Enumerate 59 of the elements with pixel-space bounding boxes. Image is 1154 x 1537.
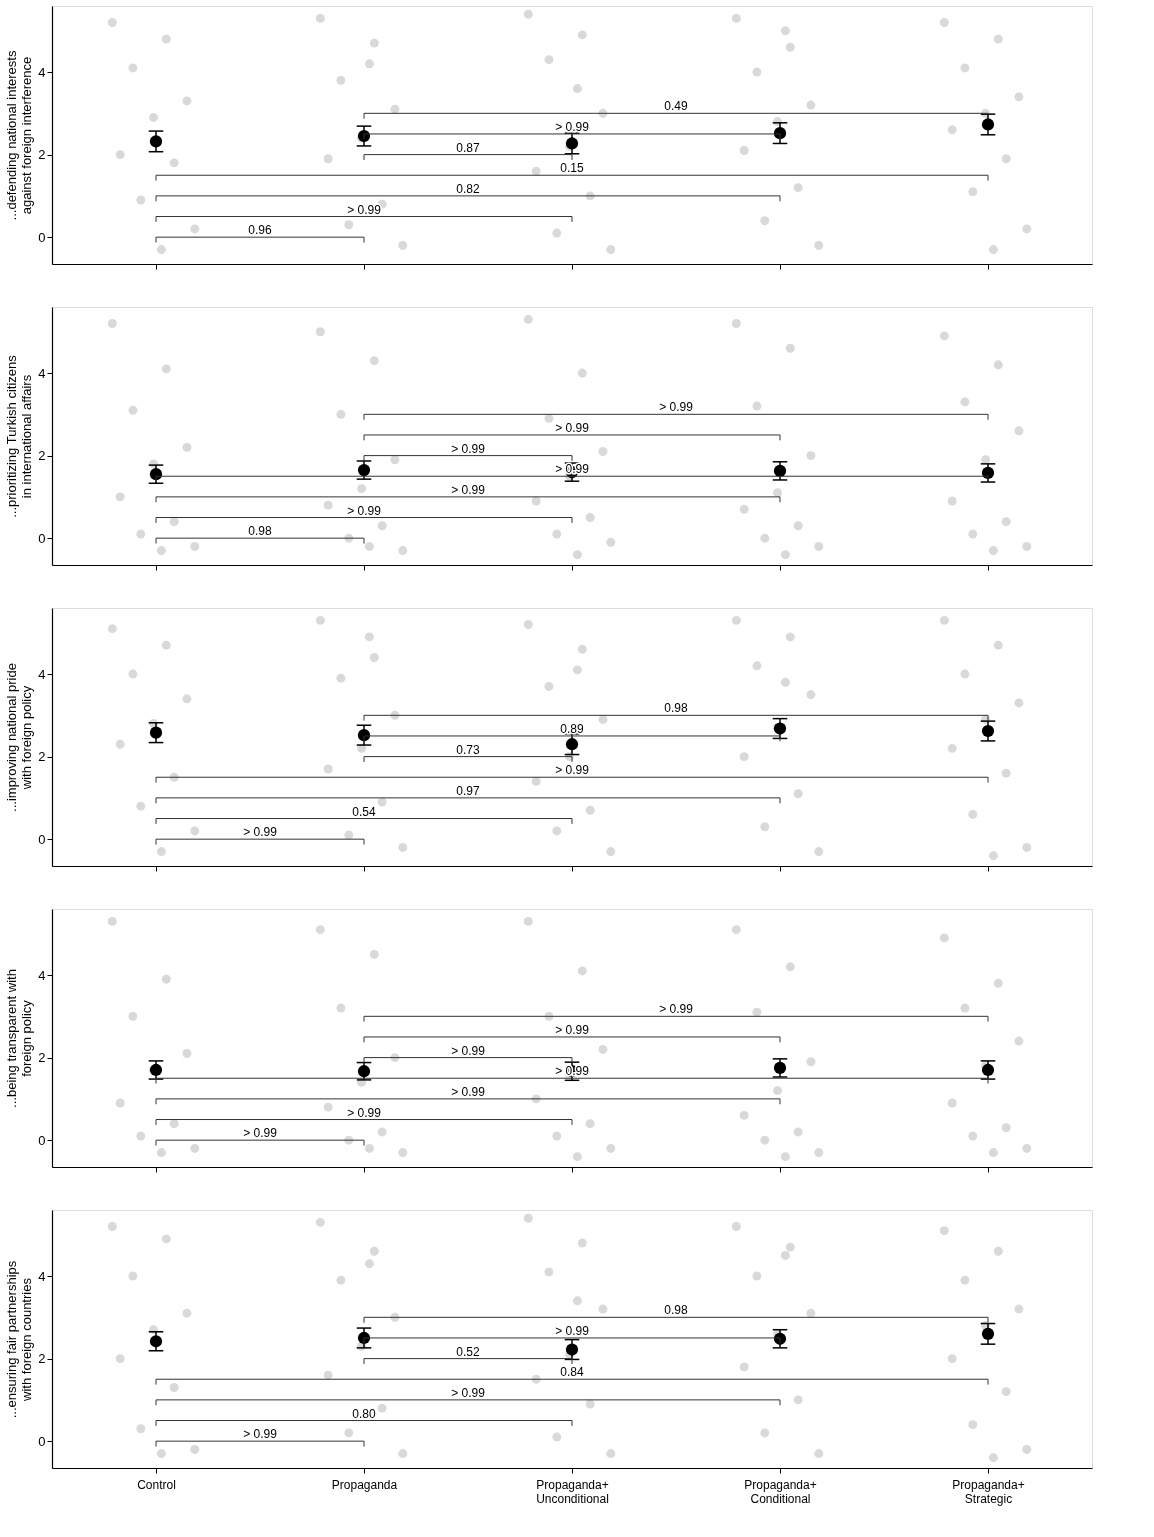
- y-tick-label: 0: [38, 831, 46, 847]
- annotation: > 0.99: [555, 763, 590, 778]
- annotation: > 0.99: [347, 202, 382, 217]
- y-tick-label: 0: [38, 1132, 46, 1148]
- y-axis-title: ...prioritizing Turkish citizens in international affairs: [4, 354, 35, 518]
- y-tick-label: 2: [38, 1050, 46, 1066]
- annotation: > 0.99: [243, 1126, 278, 1141]
- annotation: > 0.99: [347, 1105, 382, 1120]
- annotation: > 0.99: [555, 1323, 590, 1338]
- annotation: > 0.99: [451, 1043, 486, 1058]
- annotation: 0.96: [248, 223, 272, 238]
- annotation: 0.54: [352, 804, 376, 819]
- annotation: 0.98: [248, 524, 272, 539]
- x-tick-label: Propaganda: [331, 1477, 398, 1492]
- x-tick-label: Control: [137, 1477, 176, 1492]
- annotation: 0.49: [664, 99, 688, 114]
- annotation: > 0.99: [555, 420, 590, 435]
- x-tick-label: Propaganda+ Unconditional: [536, 1477, 609, 1506]
- y-tick-label: 0: [38, 1433, 46, 1449]
- annotation: > 0.99: [555, 1022, 590, 1037]
- y-tick-label: 2: [38, 448, 46, 464]
- y-tick-label: 4: [38, 666, 46, 682]
- annotation: > 0.99: [243, 1427, 278, 1442]
- annotation: 0.98: [664, 701, 688, 716]
- y-tick-label: 4: [38, 64, 46, 80]
- y-axis-title: ...being transparent with foreign policy: [4, 969, 35, 1108]
- annotation: > 0.99: [451, 1084, 486, 1099]
- annotation: 0.15: [560, 161, 584, 176]
- y-tick-label: 0: [38, 530, 46, 546]
- y-axis-title: ...ensuring fair partnerships with foreign countries: [4, 1260, 35, 1419]
- annotation: 0.80: [352, 1406, 376, 1421]
- annotation: 0.89: [560, 721, 584, 736]
- y-tick-label: 0: [38, 229, 46, 245]
- annotation: 0.97: [456, 783, 480, 798]
- y-axis-title: ...defending national interests against foreign interference: [4, 50, 35, 221]
- x-tick-label: Propaganda+ Strategic: [952, 1477, 1025, 1506]
- y-tick-label: 2: [38, 749, 46, 765]
- annotation: > 0.99: [451, 441, 486, 456]
- annotation: 0.84: [560, 1365, 584, 1380]
- annotation: 0.52: [456, 1344, 480, 1359]
- annotation: > 0.99: [451, 482, 486, 497]
- annotation: > 0.99: [659, 1002, 694, 1017]
- annotation: 0.73: [456, 742, 480, 757]
- annotation: 0.87: [456, 140, 480, 155]
- y-tick-label: 2: [38, 1351, 46, 1367]
- x-tick-label: Propaganda+ Conditional: [744, 1477, 817, 1506]
- annotation: > 0.99: [451, 1385, 486, 1400]
- y-tick-label: 2: [38, 147, 46, 163]
- y-tick-label: 4: [38, 1268, 46, 1284]
- annotation: > 0.99: [555, 119, 590, 134]
- y-tick-label: 4: [38, 365, 46, 381]
- annotation: > 0.99: [659, 400, 694, 415]
- annotation: > 0.99: [555, 1064, 590, 1079]
- y-tick-label: 4: [38, 967, 46, 983]
- annotation: 0.98: [664, 1303, 688, 1318]
- annotation: > 0.99: [347, 503, 382, 518]
- y-axis-title: ...improving national pride with foreign policy: [4, 663, 35, 812]
- annotation: 0.82: [456, 181, 480, 196]
- annotation: > 0.99: [243, 825, 278, 840]
